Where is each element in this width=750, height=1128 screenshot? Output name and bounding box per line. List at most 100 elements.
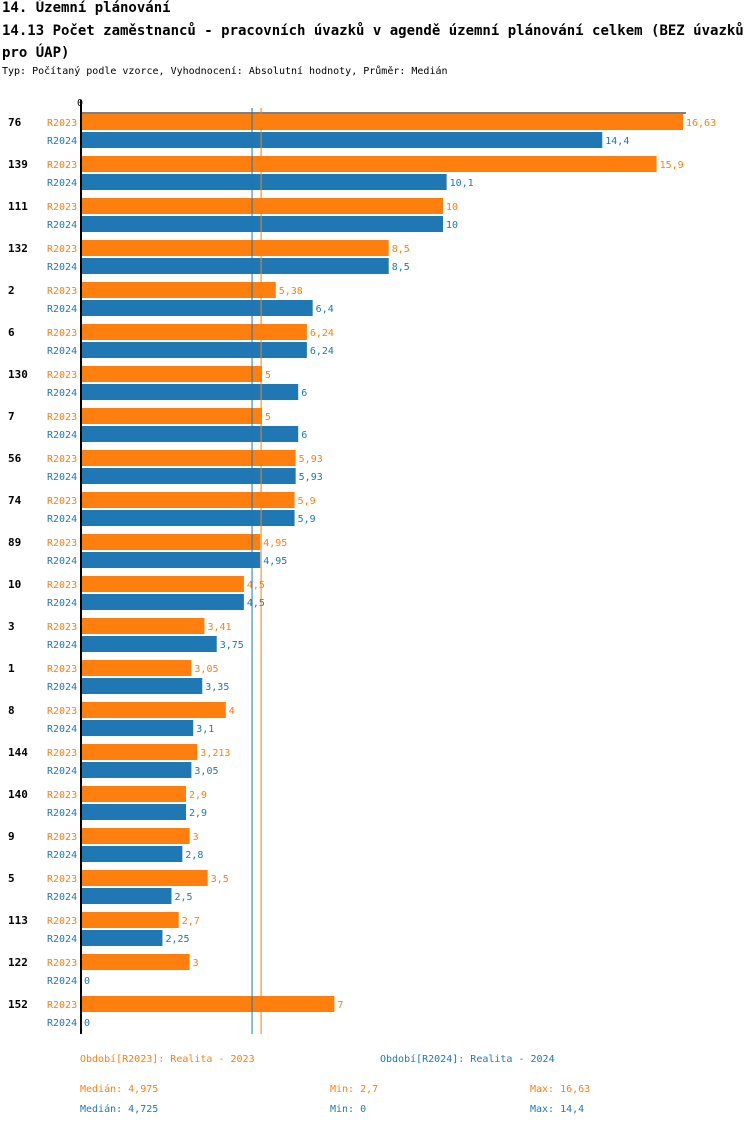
series-label-r2024: R2024 — [47, 1018, 77, 1029]
bar-r2023 — [81, 534, 261, 550]
category-label: 6 — [8, 326, 15, 339]
category-label: 10 — [8, 578, 21, 591]
value-label-r2024: 3,1 — [196, 724, 214, 735]
value-label-r2024: 3,05 — [194, 766, 218, 777]
bar-r2023 — [81, 576, 244, 592]
series-label-r2024: R2024 — [47, 346, 77, 357]
category-label: 76 — [8, 116, 22, 129]
bar-r2023 — [81, 996, 335, 1012]
bar-r2024 — [81, 804, 186, 820]
series-label-r2023: R2023 — [47, 538, 77, 549]
series-label-r2023: R2023 — [47, 412, 77, 423]
bar-r2023 — [81, 198, 443, 214]
chart-subtitle: Typ: Počítaný podle vzorce, Vyhodnocení:… — [2, 66, 448, 77]
bar-r2023 — [81, 282, 276, 298]
category-label: 111 — [8, 200, 28, 213]
value-label-r2023: 7 — [337, 1000, 343, 1011]
value-label-r2023: 16,63 — [686, 118, 716, 129]
value-label-r2023: 3,05 — [194, 664, 218, 675]
value-label-r2024: 4,95 — [263, 556, 287, 567]
bar-r2023 — [81, 366, 262, 382]
series-label-r2024: R2024 — [47, 262, 77, 273]
value-label-r2023: 3,213 — [200, 748, 230, 759]
value-label-r2024: 6,24 — [310, 346, 334, 357]
value-label-r2024: 8,5 — [392, 262, 410, 273]
value-label-r2024: 5,9 — [298, 514, 316, 525]
value-label-r2023: 10 — [446, 202, 458, 213]
category-label: 122 — [8, 956, 28, 969]
value-label-r2024: 3,75 — [220, 640, 244, 651]
bar-r2023 — [81, 828, 190, 844]
series-label-r2024: R2024 — [47, 178, 77, 189]
series-label-r2024: R2024 — [47, 808, 77, 819]
min-r2023: Min: 2,7 — [330, 1084, 379, 1095]
value-label-r2024: 3,35 — [205, 682, 229, 693]
series-label-r2024: R2024 — [47, 472, 77, 483]
series-label-r2023: R2023 — [47, 286, 77, 297]
series-label-r2024: R2024 — [47, 850, 77, 861]
category-label: 130 — [8, 368, 28, 381]
series-label-r2023: R2023 — [47, 832, 77, 843]
value-label-r2024: 0 — [84, 976, 90, 987]
bar-r2024 — [81, 846, 183, 862]
series-label-r2024: R2024 — [47, 304, 77, 315]
bar-r2024 — [81, 216, 443, 232]
value-label-r2024: 10 — [446, 220, 458, 231]
value-label-r2024: 4,5 — [247, 598, 265, 609]
series-label-r2023: R2023 — [47, 580, 77, 591]
category-label: 89 — [8, 536, 21, 549]
category-label: 2 — [8, 284, 15, 297]
series-label-r2023: R2023 — [47, 370, 77, 381]
value-label-r2023: 15,9 — [660, 160, 684, 171]
bar-r2024 — [81, 678, 203, 694]
bar-r2024 — [81, 594, 244, 610]
series-label-r2023: R2023 — [47, 664, 77, 675]
bar-r2023 — [81, 450, 296, 466]
value-label-r2023: 4 — [229, 706, 235, 717]
legend-r2024: Období[R2024]: Realita - 2024 — [380, 1054, 555, 1065]
bar-r2024 — [81, 510, 295, 526]
legend-r2023: Období[R2023]: Realita - 2023 — [80, 1054, 255, 1065]
value-label-r2024: 6 — [301, 430, 307, 441]
series-label-r2024: R2024 — [47, 430, 77, 441]
series-label-r2023: R2023 — [47, 622, 77, 633]
bar-r2023 — [81, 114, 683, 130]
bar-r2024 — [81, 174, 447, 190]
value-label-r2023: 3,41 — [207, 622, 231, 633]
bar-r2024 — [81, 300, 313, 316]
value-label-r2024: 2,9 — [189, 808, 207, 819]
bar-chart: 076R2023R202416,6314,4139R2023R202415,91… — [8, 98, 716, 1034]
chart-title: 14.13 Počet zaměstnanců - pracovních úva… — [2, 23, 744, 61]
value-label-r2024: 10,1 — [450, 178, 474, 189]
category-label: 5 — [8, 872, 15, 885]
bar-r2023 — [81, 660, 192, 676]
series-label-r2024: R2024 — [47, 682, 77, 693]
bar-r2023 — [81, 408, 262, 424]
value-label-r2024: 0 — [84, 1018, 90, 1029]
category-label: 7 — [8, 410, 15, 423]
bar-r2024 — [81, 132, 603, 148]
category-label: 144 — [8, 746, 28, 759]
category-label: 113 — [8, 914, 28, 927]
series-label-r2023: R2023 — [47, 328, 77, 339]
value-label-r2024: 6 — [301, 388, 307, 399]
bar-r2024 — [81, 762, 192, 778]
category-label: 1 — [8, 662, 15, 675]
section-title: 14. Územní plánování — [2, 0, 171, 16]
series-label-r2023: R2023 — [47, 1000, 77, 1011]
bar-r2023 — [81, 156, 657, 172]
bar-r2024 — [81, 930, 163, 946]
category-label: 9 — [8, 830, 15, 843]
series-label-r2024: R2024 — [47, 976, 77, 987]
bar-r2024 — [81, 426, 299, 442]
value-label-r2024: 2,25 — [165, 934, 189, 945]
median-r2023: Medián: 4,975 — [80, 1084, 159, 1095]
series-label-r2024: R2024 — [47, 640, 77, 651]
value-label-r2024: 2,8 — [185, 850, 203, 861]
value-label-r2024: 2,5 — [174, 892, 192, 903]
value-label-r2024: 14,4 — [605, 136, 629, 147]
value-label-r2023: 4,5 — [247, 580, 265, 591]
series-label-r2023: R2023 — [47, 874, 77, 885]
series-label-r2023: R2023 — [47, 706, 77, 717]
series-label-r2024: R2024 — [47, 556, 77, 567]
